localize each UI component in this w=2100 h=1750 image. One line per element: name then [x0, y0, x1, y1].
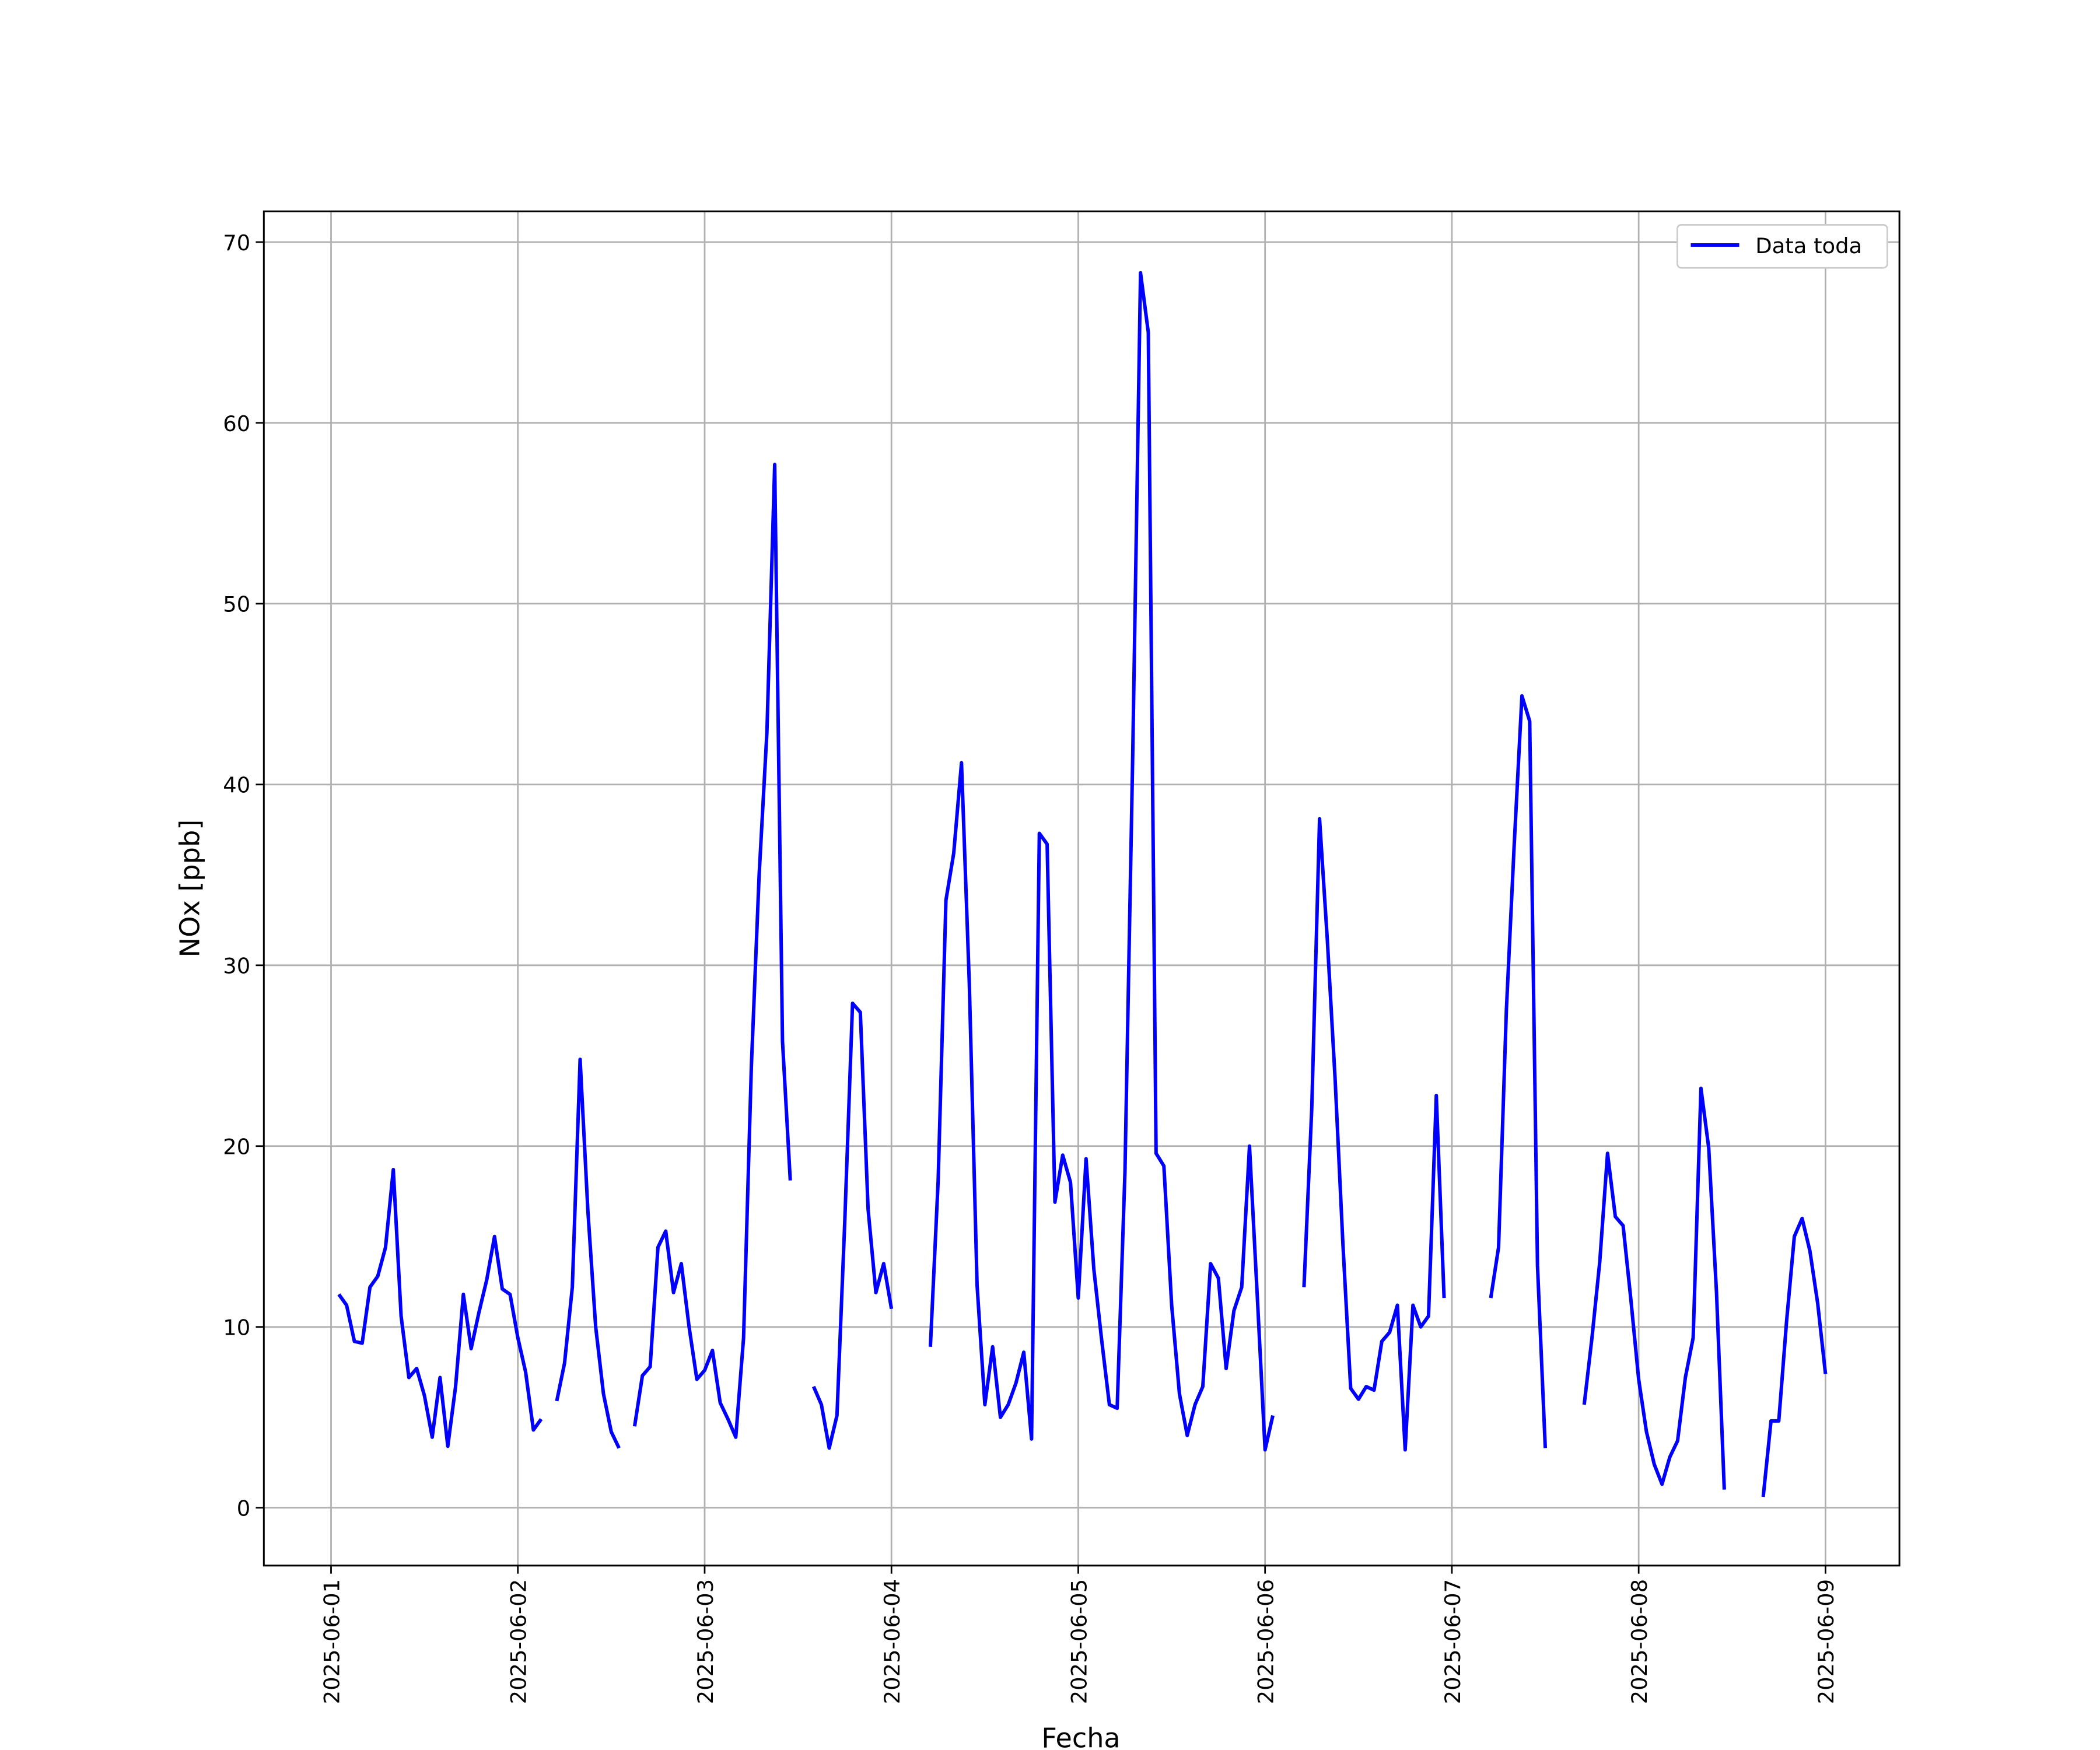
x-tick-label: 2025-06-09	[1814, 1579, 1839, 1704]
y-tick-label: 50	[223, 592, 250, 617]
x-tick-label: 2025-06-01	[319, 1579, 344, 1704]
y-tick-label: 70	[223, 230, 250, 256]
x-tick-label: 2025-06-06	[1254, 1579, 1279, 1704]
y-tick-label: 20	[223, 1135, 250, 1160]
x-tick-label: 2025-06-07	[1440, 1579, 1465, 1704]
x-tick-label: 2025-06-03	[693, 1579, 718, 1704]
y-tick-label: 40	[223, 773, 250, 798]
legend-label: Data toda	[1755, 233, 1862, 258]
plot-frame	[262, 210, 1901, 1567]
y-tick-label: 10	[223, 1315, 250, 1340]
x-tick-label: 2025-06-05	[1066, 1579, 1091, 1704]
y-tick-label: 60	[223, 411, 250, 436]
legend-box	[1676, 223, 1888, 269]
y-axis-label: NOx [ppb]	[174, 820, 206, 958]
y-tick-label: 0	[237, 1496, 250, 1521]
data-line	[337, 271, 1828, 1497]
y-tick-label: 30	[223, 954, 250, 979]
x-tick-label: 2025-06-02	[506, 1579, 531, 1704]
x-tick-label: 2025-06-08	[1627, 1579, 1652, 1704]
x-axis-label: Fecha	[1041, 1722, 1120, 1750]
x-tick-label: 2025-06-04	[880, 1579, 905, 1704]
